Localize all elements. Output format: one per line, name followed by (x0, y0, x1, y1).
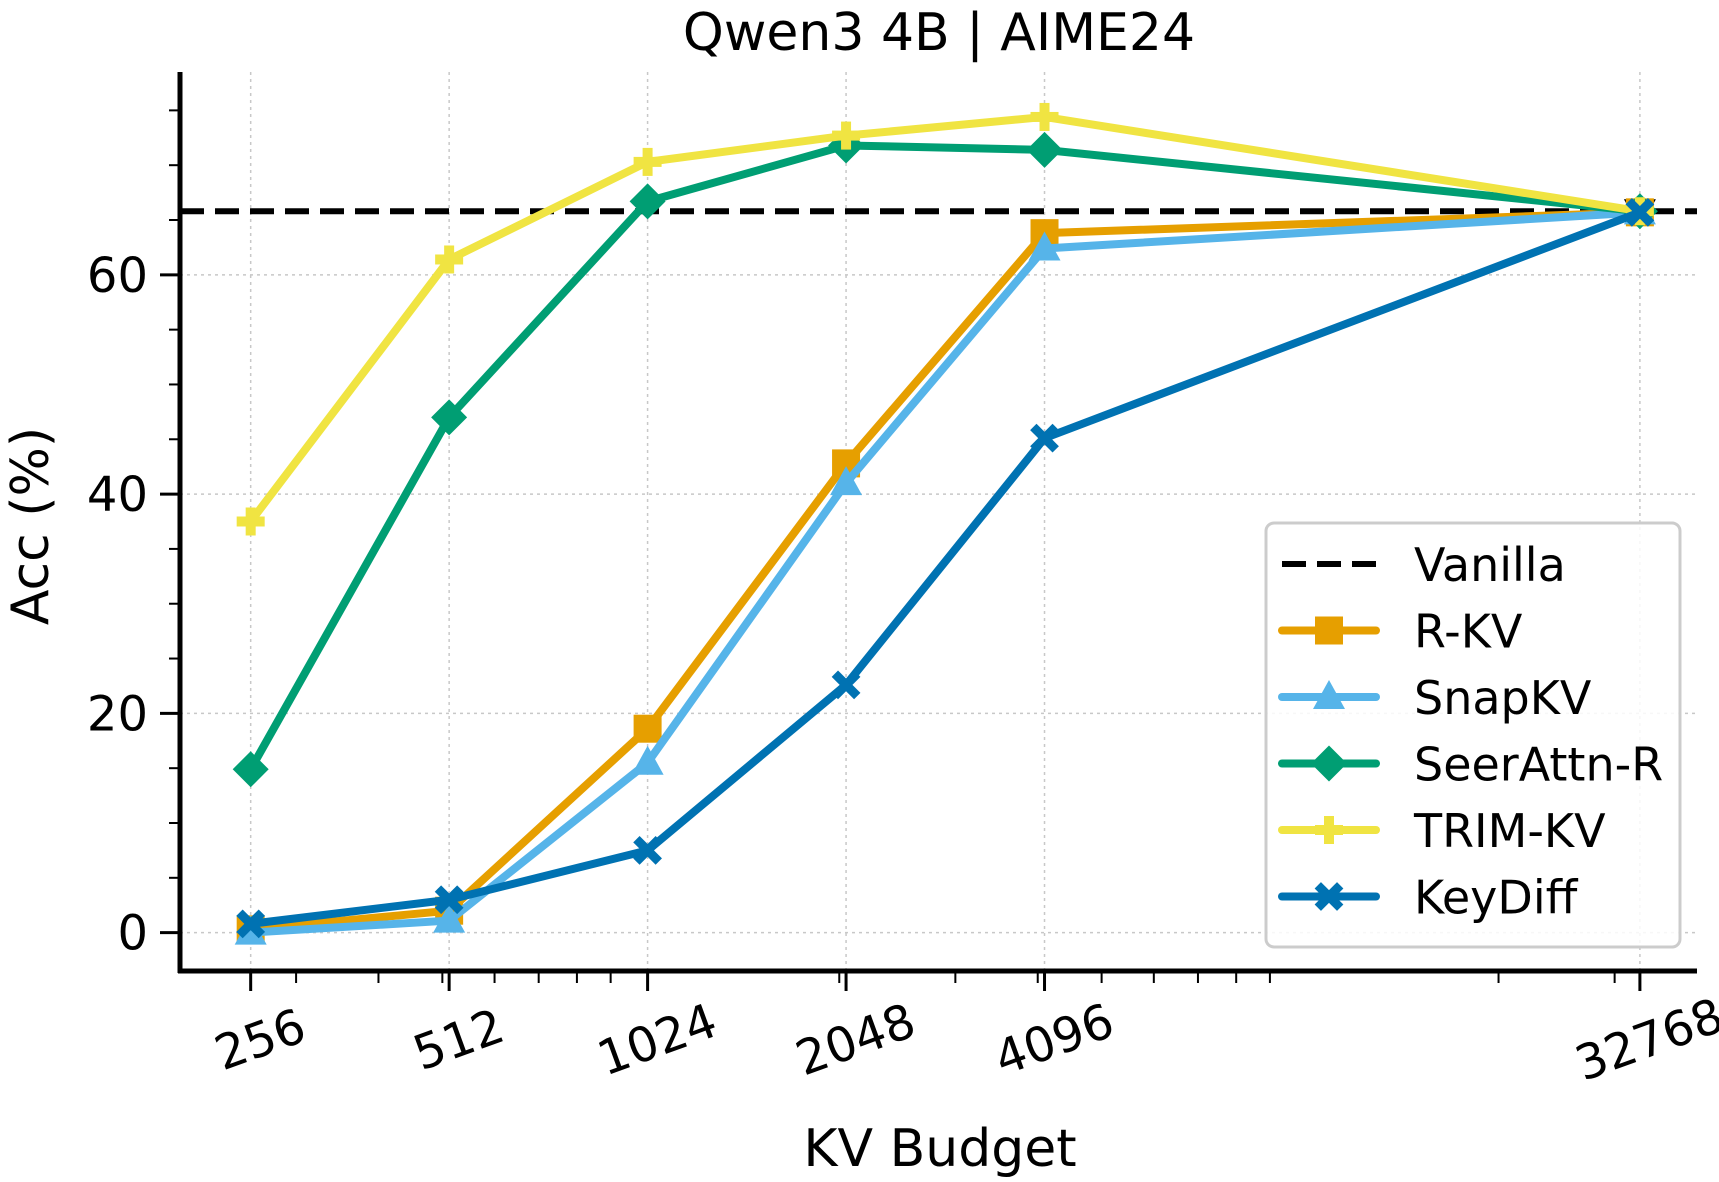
legend-label: KeyDiff (1414, 871, 1579, 925)
data-point-snapkv (433, 903, 466, 933)
series-line-keydiff (246, 208, 1644, 928)
y-tick-label: 60 (87, 248, 148, 304)
data-point-trim-kv (236, 507, 265, 536)
legend-marker (1311, 745, 1347, 782)
x-tick-label: 32768 (1568, 988, 1719, 1093)
legend-marker (1315, 616, 1343, 645)
data-point-trim-kv (633, 147, 662, 176)
x-tick-label: 4096 (987, 993, 1121, 1087)
x-tick-label: 512 (406, 998, 511, 1082)
legend-label: SnapKV (1414, 671, 1592, 725)
legend-item: TRIM-KV (1278, 804, 1606, 858)
series-layer (232, 102, 1658, 945)
x-tick-label: 1024 (590, 993, 724, 1087)
series-line-r-kv (246, 208, 1644, 934)
data-point-trim-kv (832, 121, 861, 150)
data-point-keydiff (633, 836, 662, 865)
data-point-keydiff (1030, 423, 1059, 453)
x-axis-label: KV Budget (803, 1119, 1076, 1179)
data-point-trim-kv (1030, 102, 1059, 131)
data-point-seerattn-r (1026, 131, 1063, 168)
data-point-snapkv (830, 466, 863, 496)
y-tick-label: 20 (87, 686, 148, 742)
data-point-keydiff (1625, 197, 1655, 227)
data-point-keydiff (236, 909, 266, 939)
data-point-snapkv (631, 745, 664, 775)
legend-label: TRIM-KV (1413, 804, 1606, 858)
chart-title: Qwen3 4B | AIME24 (683, 3, 1195, 63)
x-tick-label: 2048 (789, 993, 923, 1087)
y-axis-label: Acc (%) (1, 427, 61, 625)
legend-item: KeyDiff (1278, 871, 1579, 925)
x-tick-label: 256 (208, 998, 313, 1082)
series-line-snapkv (246, 208, 1644, 937)
legend-label: Vanilla (1414, 538, 1566, 592)
legend-item: SeerAttn-R (1278, 738, 1663, 792)
legend-label: R-KV (1414, 605, 1523, 659)
legend-item: R-KV (1278, 605, 1523, 659)
legend-item: SnapKV (1278, 671, 1592, 725)
data-point-seerattn-r (431, 399, 468, 436)
legend-label: SeerAttn-R (1414, 738, 1663, 792)
y-tick-label: 0 (117, 906, 148, 962)
series-line-trim-kv (246, 112, 1644, 526)
data-point-r-kv (633, 714, 662, 743)
data-point-keydiff (434, 885, 464, 915)
legend: Vanilla R-KV SnapKV SeerAttn-R TRIM-KV KeyDif… (1264, 521, 1682, 949)
legend-marker (1315, 816, 1343, 844)
series-line-seerattn-r (246, 141, 1644, 774)
data-point-seerattn-r (232, 751, 269, 788)
legend-marker (1313, 680, 1345, 709)
legend-item: Vanilla (1282, 538, 1566, 592)
data-point-snapkv (1028, 231, 1061, 261)
data-point-keydiff (831, 670, 861, 700)
y-tick-label: 40 (87, 467, 148, 523)
data-point-trim-kv (435, 245, 464, 274)
data-point-seerattn-r (629, 183, 666, 220)
legend-marker (1314, 882, 1344, 911)
